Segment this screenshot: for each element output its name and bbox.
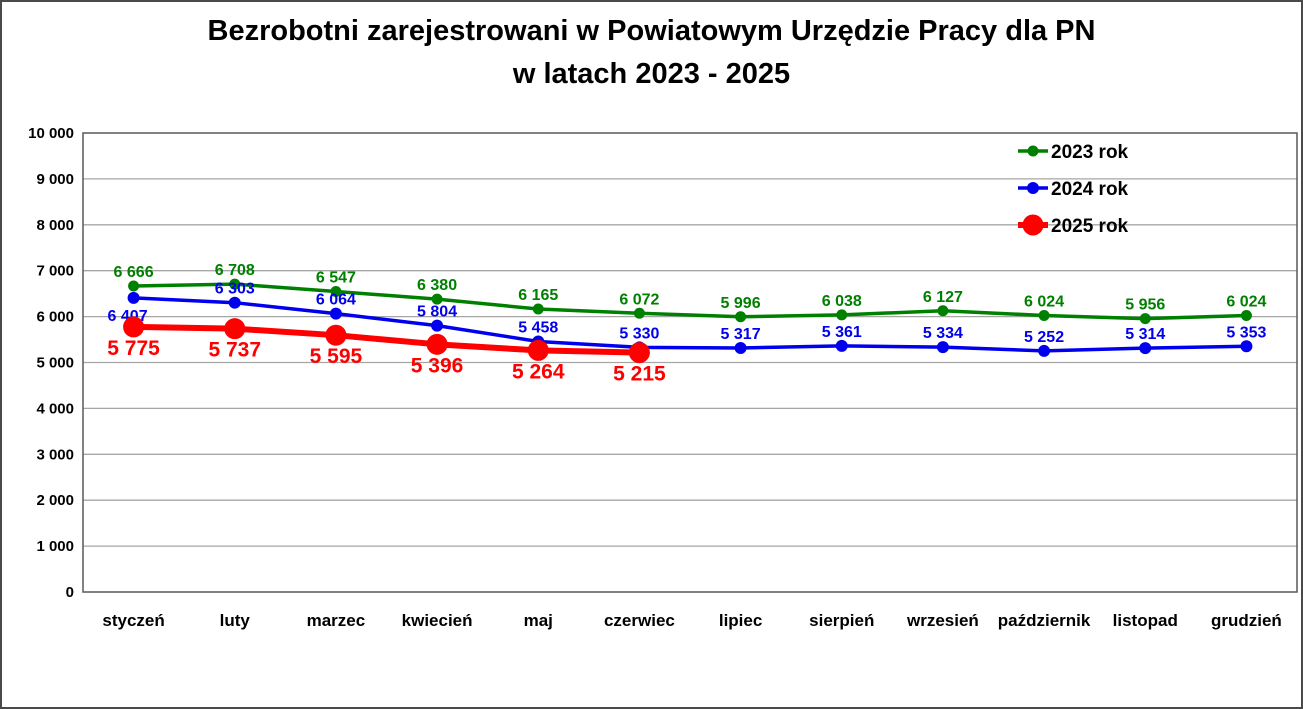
- y-tick-label: 0: [66, 584, 74, 601]
- data-point-marker-2023-rok: [1139, 313, 1151, 325]
- data-label-2023-rok: 6 380: [417, 277, 457, 294]
- data-point-marker-2023-rok: [1240, 309, 1252, 321]
- y-tick-label: 6 000: [36, 309, 74, 326]
- data-point-marker-2023-rok: [330, 285, 342, 297]
- data-label-2024-rok: 5 334: [923, 325, 963, 342]
- y-tick-label: 1 000: [36, 538, 74, 555]
- data-label-2025-rok: 5 737: [208, 339, 261, 362]
- plot-frame: [82, 132, 1298, 593]
- data-point-marker-2023-rok: [633, 307, 645, 319]
- y-tick-label: 4 000: [36, 400, 74, 417]
- data-label-2023-rok: 6 024: [1024, 293, 1064, 310]
- data-label-2023-rok: 5 956: [1125, 297, 1165, 314]
- data-label-2023-rok: 6 127: [923, 289, 963, 306]
- legend-label-2025-rok: 2025 rok: [1051, 216, 1129, 237]
- data-point-marker-2025-rok: [426, 333, 448, 355]
- data-point-marker-2023-rok: [735, 311, 747, 323]
- data-label-2024-rok: 6 303: [215, 281, 255, 298]
- chart-title-line2: w latach 2023 - 2025: [512, 58, 791, 90]
- data-label-2023-rok: 6 547: [316, 269, 356, 286]
- series-line-2024-rok: [133, 296, 1247, 353]
- data-point-marker-2023-rok: [229, 278, 241, 290]
- data-label-2023-rok: 6 038: [822, 293, 862, 310]
- legend-marker-icon-2024-rok: [1027, 182, 1039, 194]
- data-label-2025-rok: 5 775: [107, 337, 160, 360]
- data-label-2025-rok: 5 595: [310, 345, 363, 368]
- y-tick-label: 10 000: [28, 125, 74, 142]
- data-label-2024-rok: 5 252: [1024, 329, 1064, 346]
- x-tick-label: listopad: [1113, 611, 1178, 630]
- data-point-marker-2023-rok: [128, 280, 140, 292]
- x-tick-label: maj: [524, 611, 553, 630]
- data-point-marker-2024-rok: [835, 339, 848, 352]
- data-point-marker-2024-rok: [1240, 340, 1253, 353]
- series-line-2023-rok: [133, 282, 1247, 321]
- data-point-marker-2025-rok: [123, 316, 145, 338]
- data-label-2023-rok: 6 165: [518, 287, 558, 304]
- chart-title-line1: Bezrobotni zarejestrowani w Powiatowym U…: [207, 15, 1096, 47]
- legend-marker-icon-2023-rok: [1027, 145, 1039, 157]
- data-point-marker-2025-rok: [527, 339, 549, 361]
- chart-title: Bezrobotni zarejestrowani w Powiatowym U…: [2, 10, 1301, 96]
- x-tick-label: czerwiec: [604, 611, 675, 630]
- data-label-2025-rok: 5 396: [411, 354, 464, 377]
- x-tick-label: wrzesień: [906, 611, 979, 630]
- data-label-2024-rok: 5 361: [822, 324, 862, 341]
- y-tick-label: 2 000: [36, 492, 74, 509]
- series-line-2025-rok: [133, 323, 640, 356]
- y-tick-label: 3 000: [36, 446, 74, 463]
- x-tick-label: sierpień: [809, 611, 874, 630]
- y-tick-label: 8 000: [36, 217, 74, 234]
- data-point-marker-2025-rok: [224, 318, 246, 340]
- data-label-2024-rok: 5 314: [1125, 326, 1165, 343]
- data-point-marker-2024-rok: [431, 319, 444, 332]
- data-point-marker-2024-rok: [1038, 344, 1051, 357]
- data-point-marker-2024-rok: [329, 307, 342, 320]
- data-point-marker-2023-rok: [532, 303, 544, 315]
- legend-item-2025-rok: 2025 rok: [1018, 214, 1129, 237]
- x-tick-label: grudzień: [1211, 611, 1282, 630]
- x-tick-label: lipiec: [719, 611, 762, 630]
- legend-label-2024-rok: 2024 rok: [1051, 179, 1129, 200]
- data-point-marker-2023-rok: [431, 293, 443, 305]
- data-label-2024-rok: 5 317: [721, 326, 761, 343]
- y-tick-label: 7 000: [36, 263, 74, 280]
- data-label-2023-rok: 5 996: [721, 295, 761, 312]
- data-point-marker-2023-rok: [1038, 309, 1050, 321]
- legend-marker-icon-2025-rok: [1022, 214, 1044, 236]
- data-point-marker-2024-rok: [936, 341, 949, 354]
- data-label-2025-rok: 5 215: [613, 363, 666, 386]
- data-point-marker-2023-rok: [836, 309, 848, 321]
- x-tick-label: styczeń: [102, 611, 164, 630]
- y-tick-label: 9 000: [36, 171, 74, 188]
- data-label-2024-rok: 5 353: [1226, 324, 1266, 341]
- x-tick-label: luty: [220, 611, 251, 630]
- data-point-marker-2024-rok: [734, 341, 747, 354]
- data-label-2024-rok: 5 458: [518, 319, 558, 336]
- data-label-2024-rok: 6 064: [316, 292, 356, 309]
- data-label-2023-rok: 6 072: [619, 291, 659, 308]
- data-point-marker-2024-rok: [127, 291, 140, 304]
- data-point-marker-2024-rok: [1139, 342, 1152, 355]
- data-label-2023-rok: 6 024: [1226, 293, 1266, 310]
- legend-item-2023-rok: 2023 rok: [1018, 142, 1129, 163]
- data-label-2025-rok: 5 264: [512, 360, 565, 383]
- data-label-2024-rok: 5 804: [417, 304, 457, 321]
- data-point-marker-2025-rok: [325, 324, 347, 346]
- data-point-marker-2023-rok: [937, 305, 949, 317]
- x-tick-label: październik: [998, 611, 1091, 630]
- x-tick-label: kwiecień: [402, 611, 473, 630]
- data-label-2023-rok: 6 708: [215, 262, 255, 279]
- data-point-marker-2025-rok: [628, 342, 650, 364]
- legend-item-2024-rok: 2024 rok: [1018, 179, 1129, 200]
- y-tick-label: 5 000: [36, 355, 74, 372]
- data-point-marker-2024-rok: [228, 296, 241, 309]
- legend-label-2023-rok: 2023 rok: [1051, 142, 1129, 163]
- data-label-2023-rok: 6 666: [114, 264, 154, 281]
- x-tick-label: marzec: [307, 611, 366, 630]
- data-label-2024-rok: 5 330: [619, 325, 659, 342]
